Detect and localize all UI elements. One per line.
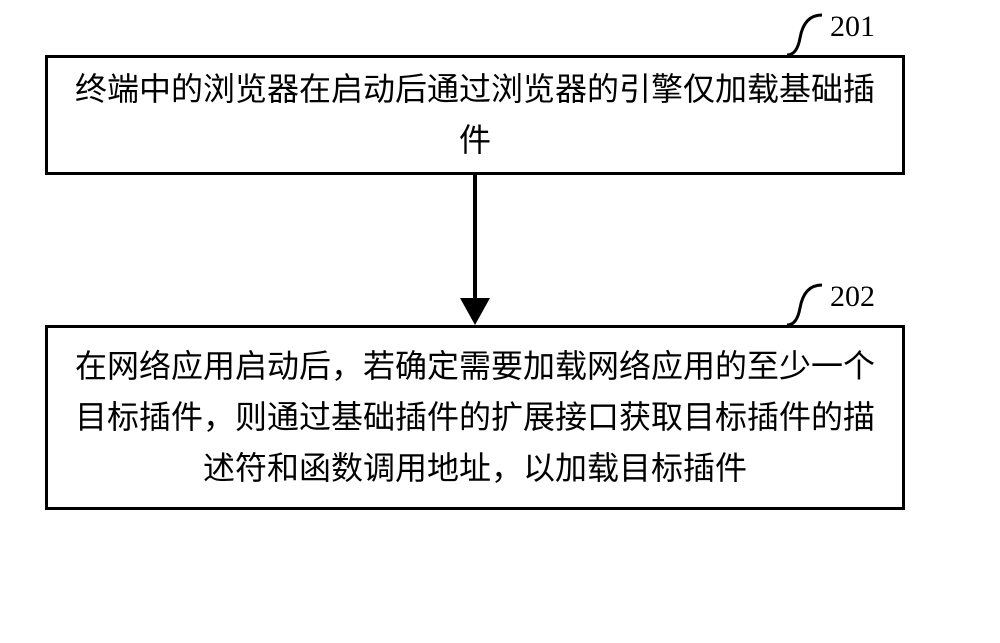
step1-bracket <box>782 10 832 60</box>
step1-text: 终端中的浏览器在启动后通过浏览器的引擎仅加载基础插件 <box>68 64 882 166</box>
step2-box: 在网络应用启动后，若确定需要加载网络应用的至少一个目标插件，则通过基础插件的扩展… <box>45 325 905 510</box>
step1-box: 终端中的浏览器在启动后通过浏览器的引擎仅加载基础插件 <box>45 55 905 175</box>
step2-label-text: 202 <box>830 280 875 313</box>
step2-text: 在网络应用启动后，若确定需要加载网络应用的至少一个目标插件，则通过基础插件的扩展… <box>68 341 882 495</box>
step2-bracket <box>782 280 832 330</box>
flowchart-container: 201 终端中的浏览器在启动后通过浏览器的引擎仅加载基础插件 202 在网络应用… <box>0 0 1000 643</box>
step1-label: 201 <box>830 10 875 44</box>
step1-label-text: 201 <box>830 10 875 43</box>
arrow-head-icon <box>460 298 490 325</box>
arrow-line <box>473 175 477 305</box>
step2-label: 202 <box>830 280 875 314</box>
